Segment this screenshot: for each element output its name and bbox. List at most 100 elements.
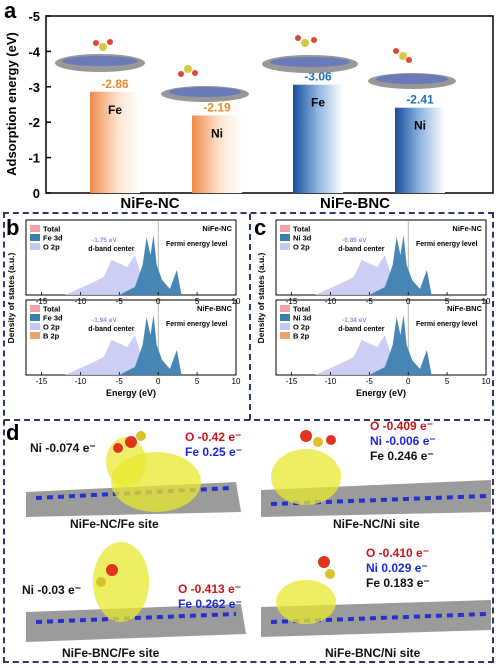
molecule-illustrations xyxy=(55,35,456,102)
fermi-label: Fermi energy level xyxy=(166,241,228,248)
dband-label: d-band center xyxy=(88,246,135,253)
legend-label: Ni 3d xyxy=(293,314,312,323)
x-tick-label: 10 xyxy=(482,377,491,386)
legend-label: Total xyxy=(43,305,60,314)
dos-chart-fe: NiFe-NC Fermi energy level -1.75 eV d-band … xyxy=(6,219,241,398)
legend-swatch xyxy=(30,234,40,241)
x-tick-label: -10 xyxy=(75,297,87,306)
y-tick-label: -1 xyxy=(28,151,40,166)
legend-label: Fe 3d xyxy=(43,234,63,243)
bar-metal-label: Ni xyxy=(211,126,223,140)
dband-label: d-band center xyxy=(88,326,135,333)
y-tick-label: 0 xyxy=(33,186,40,201)
divider-horizontal xyxy=(4,419,494,421)
o2p-area xyxy=(64,255,159,295)
legend-label: O 2p xyxy=(293,323,310,332)
y-tick-label: -3 xyxy=(28,80,40,95)
x-tick-label: 5 xyxy=(445,377,450,386)
legend-label: O 2p xyxy=(43,243,60,252)
panel-b-label: b xyxy=(6,215,20,240)
bar-nife-nc-fe xyxy=(90,91,140,193)
x-tick-label: 10 xyxy=(232,297,241,306)
y-tick-label: -5 xyxy=(28,9,40,24)
q3-fe-charge: Fe 0.262 e⁻ xyxy=(178,597,242,611)
legend-swatch xyxy=(30,314,40,321)
legend-swatch xyxy=(280,332,290,339)
q1-caption: NiFe-NC/Fe site xyxy=(70,517,159,531)
bar-nife-nc-ni xyxy=(192,115,242,193)
x-tick-label: -5 xyxy=(366,297,374,306)
x-tick-label: -10 xyxy=(325,297,337,306)
q2-caption: NiFe-NC/Ni site xyxy=(333,517,420,531)
legend-swatch xyxy=(280,234,290,241)
legend-swatch xyxy=(280,225,290,232)
legend-swatch xyxy=(280,314,290,321)
bar-metal-label: Ni xyxy=(414,119,426,133)
panel-c-label: c xyxy=(254,215,267,240)
structure-nife-bnc-fe xyxy=(26,542,246,642)
dband-value: -1.94 eV xyxy=(92,317,117,324)
q1-ni-charge: Ni -0.074 e⁻ xyxy=(30,441,96,455)
legend-swatch xyxy=(30,305,40,312)
dband-value: -1.75 eV xyxy=(92,237,117,244)
legend-swatch xyxy=(280,243,290,250)
x-tick-label: 0 xyxy=(406,297,411,306)
structure-nife-nc-ni xyxy=(261,430,491,517)
x-axis-label: Energy (eV) xyxy=(356,388,406,398)
panel-a-label: a xyxy=(4,0,17,23)
legend-label: Total xyxy=(293,305,310,314)
dos-title: NiFe-NC xyxy=(202,224,232,233)
metal-3d-area xyxy=(369,315,432,375)
q3-ni-charge: Ni -0.03 e⁻ xyxy=(22,583,82,597)
dos-chart-ni: NiFe-NC Fermi energy level -0.85 eV d-band … xyxy=(256,219,491,398)
charge-density-structures xyxy=(26,430,491,642)
q3-o-charge: O -0.413 e⁻ xyxy=(178,582,242,596)
legend-swatch xyxy=(280,323,290,330)
bars: -2.86 Fe -2.19 Ni -3.06 Fe -2.41 Ni xyxy=(90,70,445,193)
structure-nife-nc-fe xyxy=(26,431,241,517)
structure-nife-bnc-ni xyxy=(261,556,491,637)
q4-caption: NiFe-BNC/Ni site xyxy=(325,646,421,660)
x-tick-label: 5 xyxy=(445,297,450,306)
q2-ni-charge: Ni -0.006 e⁻ xyxy=(370,434,436,448)
q1-o-charge: O -0.42 e⁻ xyxy=(185,430,242,444)
panel-d-label: d xyxy=(6,420,20,445)
legend-label: O 2p xyxy=(43,323,60,332)
dband-value: -0.85 eV xyxy=(342,237,367,244)
group-label-bnc: NiFe-BNC xyxy=(320,195,390,212)
bar-nife-bnc-fe xyxy=(293,84,343,193)
q2-o-charge: O -0.409 e⁻ xyxy=(370,419,434,433)
legend-label: B 2p xyxy=(43,332,60,341)
divider-vertical xyxy=(249,214,251,424)
plot-frame xyxy=(45,15,494,194)
x-tick-label: -15 xyxy=(36,377,48,386)
x-tick-label: 0 xyxy=(156,377,161,386)
legend-swatch xyxy=(30,225,40,232)
bar-metal-label: Fe xyxy=(108,103,122,117)
bar-value-label: -2.86 xyxy=(101,77,129,91)
legend-label: Ni 3d xyxy=(293,234,312,243)
q4-ni-charge: Ni 0.029 e⁻ xyxy=(366,561,428,575)
y-axis-ticks: -5 -4 -3 -2 -1 0 xyxy=(28,9,51,201)
y-axis-label: Density of states (a.u.) xyxy=(256,252,266,343)
bar-value-label: -3.06 xyxy=(304,70,332,84)
dos-title: NiFe-BNC xyxy=(447,304,483,313)
fermi-label: Fermi energy level xyxy=(416,241,478,248)
q4-o-charge: O -0.410 e⁻ xyxy=(366,546,430,560)
legend-label: Fe 3d xyxy=(43,314,63,323)
x-tick-label: 10 xyxy=(482,297,491,306)
legend-swatch xyxy=(30,323,40,330)
dos-title: NiFe-NC xyxy=(452,224,482,233)
dband-value: -1.34 eV xyxy=(342,317,367,324)
x-tick-label: -10 xyxy=(325,377,337,386)
metal-3d-area xyxy=(369,235,432,295)
q1-fe-charge: Fe 0.25 e⁻ xyxy=(185,445,243,459)
x-tick-label: -15 xyxy=(286,377,298,386)
dos-title: NiFe-BNC xyxy=(197,304,233,313)
x-tick-label: 0 xyxy=(156,297,161,306)
metal-3d-area xyxy=(119,315,182,375)
x-tick-label: 5 xyxy=(195,297,200,306)
fermi-label: Fermi energy level xyxy=(416,321,478,328)
bar-metal-label: Fe xyxy=(311,96,325,110)
x-tick-label: 10 xyxy=(232,377,241,386)
